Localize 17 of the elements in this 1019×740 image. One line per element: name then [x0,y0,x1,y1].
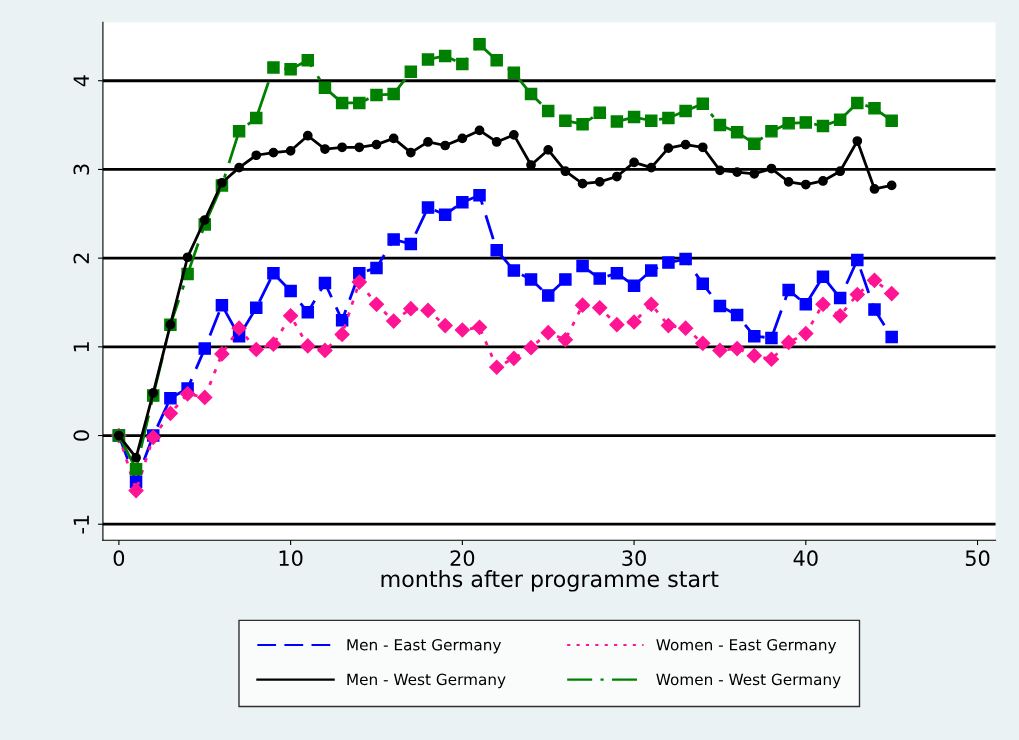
y-tick-label: -1 [73,515,89,534]
x-axis-title: months after programme start [381,570,719,592]
x-tick-label: 50 [965,550,990,567]
x-tick-label: 30 [622,550,646,567]
x-tick-label: 0 [113,550,125,567]
x-tick-label: 20 [450,550,475,567]
y-tick-label: 3 [73,164,90,175]
x-tick-label: 40 [793,550,818,567]
legend-label: Men - West Germany [347,673,506,689]
legend-label: Women - West Germany [656,673,841,689]
y-tick-label: 1 [73,342,89,352]
legend-label: Women - East Germany [656,638,837,654]
y-tick-label: 4 [73,75,89,87]
x-tick-label: 10 [279,550,303,567]
y-tick-label: 0 [73,430,90,441]
y-tick-label: 2 [73,253,89,264]
legend-label: Men - East Germany [347,638,502,654]
